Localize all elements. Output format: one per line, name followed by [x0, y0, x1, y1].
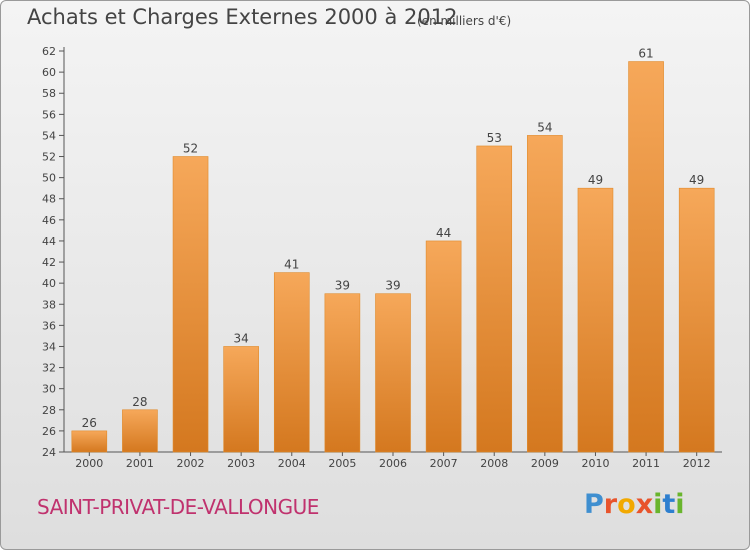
x-tick-label: 2000: [75, 457, 103, 470]
bar: [122, 409, 158, 453]
bar: [628, 61, 664, 453]
y-tick-label: 62: [42, 45, 56, 58]
bar: [678, 187, 715, 453]
y-tick-label: 44: [42, 235, 56, 248]
x-tick-label: 2010: [581, 457, 609, 470]
y-tick-label: 32: [42, 362, 56, 375]
bar: [425, 240, 462, 453]
y-tick-label: 24: [42, 446, 56, 459]
y-tick-label: 36: [42, 319, 56, 332]
x-tick-label: 2011: [632, 457, 660, 470]
y-tick-label: 58: [42, 87, 56, 100]
x-tick-label: 2012: [683, 457, 711, 470]
bar-value-label: 52: [183, 142, 198, 156]
bar: [223, 346, 259, 453]
bars: [71, 61, 715, 453]
data-labels: 26 28 52 34 41 39 39 44 53 54 49 61 49: [82, 47, 705, 430]
x-tick-label: 2001: [126, 457, 154, 470]
x-tick-label: 2005: [328, 457, 356, 470]
x-tick-label: 2006: [379, 457, 407, 470]
y-tick-label: 60: [42, 66, 56, 79]
y-tick-label: 56: [42, 108, 56, 121]
bar-value-label: 54: [537, 120, 552, 134]
y-tick-label: 52: [42, 151, 56, 164]
proxiti-logo[interactable]: Proxiti: [584, 489, 685, 520]
bar-value-label: 61: [638, 47, 653, 61]
bar: [324, 293, 361, 453]
bar: [172, 156, 209, 453]
y-tick-label: 40: [42, 277, 56, 290]
commune-name: SAINT-PRIVAT-DE-VALLONGUE: [37, 495, 319, 519]
x-tick-label: 2002: [177, 457, 205, 470]
y-tick-label: 42: [42, 256, 56, 269]
x-tick-label: 2004: [278, 457, 306, 470]
x-tick-label: 2009: [531, 457, 559, 470]
bar: [375, 293, 411, 453]
axes: 24 26 28 30 32 34 36 38 40 42 44 46 48 50 52 54 56 58 60 62…: [42, 45, 722, 470]
chart-title: Achats et Charges Externes 2000 à 2012: [27, 5, 458, 29]
bar: [71, 430, 108, 453]
x-tick-label: 2008: [480, 457, 508, 470]
bar-value-label: 39: [335, 279, 350, 293]
y-tick-label: 46: [42, 214, 56, 227]
bar: [476, 145, 513, 453]
y-tick-label: 38: [42, 298, 56, 311]
bar-value-label: 41: [284, 258, 299, 272]
y-tick-label: 28: [42, 404, 56, 417]
bar-value-label: 44: [436, 226, 451, 240]
bar-value-label: 34: [234, 331, 249, 345]
bar-value-label: 53: [487, 131, 502, 145]
y-tick-label: 48: [42, 193, 56, 206]
y-tick-label: 50: [42, 172, 56, 185]
bar: [527, 135, 563, 453]
chart-unit: (en milliers d'€): [417, 14, 512, 28]
bar-value-label: 28: [132, 395, 147, 409]
bar-value-label: 49: [689, 173, 704, 187]
x-tick-label: 2007: [430, 457, 458, 470]
bar-value-label: 39: [385, 279, 400, 293]
bar: [577, 187, 614, 453]
y-tick-label: 26: [42, 425, 56, 438]
y-tick-label: 54: [42, 129, 56, 142]
bar: [273, 272, 310, 453]
bar-value-label: 49: [588, 173, 603, 187]
bar-value-label: 26: [82, 416, 97, 430]
x-tick-label: 2003: [227, 457, 255, 470]
y-tick-label: 34: [42, 340, 56, 353]
y-tick-label: 30: [42, 383, 56, 396]
